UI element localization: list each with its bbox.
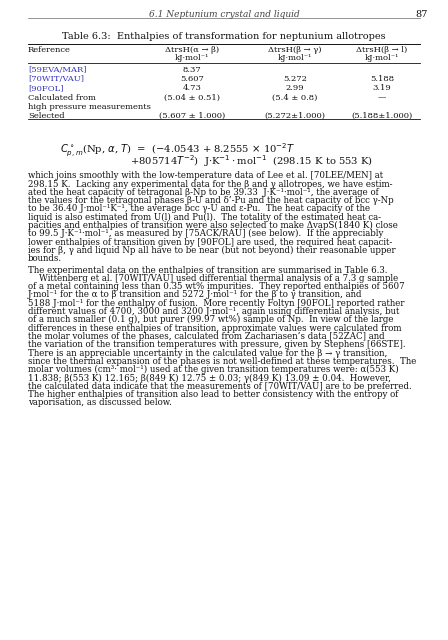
Text: (5.188±1.000): (5.188±1.000) [351,112,413,120]
Text: the calculated data indicate that the measurements of [70WIT/VAU] are to be pref: the calculated data indicate that the me… [28,381,412,390]
Text: (5.272±1.000): (5.272±1.000) [264,112,326,120]
Text: 5.607: 5.607 [180,76,204,83]
Text: (5.4 ± 0.8): (5.4 ± 0.8) [272,93,318,102]
Text: vaporisation, as discussed below.: vaporisation, as discussed below. [28,398,172,407]
Text: [70WIT/VAU]: [70WIT/VAU] [28,76,84,83]
Text: liquid is also estimated from U(l) and Pu(l).  The totality of the estimated hea: liquid is also estimated from U(l) and P… [28,212,381,222]
Text: Wittenberg et al. [70WIT/VAU] used differential thermal analysis of a 7.3 g samp: Wittenberg et al. [70WIT/VAU] used diffe… [28,274,398,283]
Text: 11.838; β(553 K) 12.165; β(849 K) 12.75 ± 0.03; γ(849 K) 13.09 ± 0.04.  However,: 11.838; β(553 K) 12.165; β(849 K) 12.75 … [28,373,391,383]
Text: (5.04 ± 0.51): (5.04 ± 0.51) [164,93,220,102]
Text: Table 6.3:  Enthalpies of transformation for neptunium allotropes: Table 6.3: Enthalpies of transformation … [62,32,386,41]
Text: lower enthalpies of transition given by [90FOL] are used, the required heat capa: lower enthalpies of transition given by … [28,237,392,246]
Text: high pressure measurements: high pressure measurements [28,103,151,111]
Text: molar volumes (cm³· mol⁻¹) used at the given transition temperatures were: α(553: molar volumes (cm³· mol⁻¹) used at the g… [28,365,399,374]
Text: The higher enthalpies of transition also lead to better consistency with the ent: The higher enthalpies of transition also… [28,390,398,399]
Text: kJ·mol⁻¹: kJ·mol⁻¹ [278,54,312,62]
Text: Selected: Selected [28,112,65,120]
Text: 6.1 Neptunium crystal and liquid: 6.1 Neptunium crystal and liquid [149,10,299,19]
Text: Calculated from: Calculated from [28,93,96,102]
Text: $C^\circ_{p,m}$(Np, $\alpha$, $T$)  =  ($-$4.0543 + 8.2555 $\times$ 10$^{-2}$$T$: $C^\circ_{p,m}$(Np, $\alpha$, $T$) = ($-… [60,141,295,159]
Text: bounds.: bounds. [28,254,62,263]
Text: to be 36.40 J·mol⁻¹K⁻¹, the average bcc γ-U and ε-Pu.  The heat capacity of the: to be 36.40 J·mol⁻¹K⁻¹, the average bcc … [28,204,370,213]
Text: ΔtrsH(α → β): ΔtrsH(α → β) [165,46,219,54]
Text: 5.188: 5.188 [370,76,394,83]
Text: 2.99: 2.99 [286,84,304,92]
Text: which joins smoothly with the low-temperature data of Lee et al. [70LEE/MEN] at: which joins smoothly with the low-temper… [28,172,383,180]
Text: +805714$T^{-2}$)  J$\cdot$K$^{-1}\cdot$mol$^{-1}$  (298.15 K to 553 K): +805714$T^{-2}$) J$\cdot$K$^{-1}\cdot$mo… [130,153,373,169]
Text: the variation of the transition temperatures with pressure, given by Stephens [6: the variation of the transition temperat… [28,340,405,349]
Text: [90FOL]: [90FOL] [28,84,64,92]
Text: 298.15 K.  Lacking any experimental data for the β and γ allotropes, we have est: 298.15 K. Lacking any experimental data … [28,179,392,189]
Text: kJ·mol⁻¹: kJ·mol⁻¹ [365,54,399,62]
Text: ΔtrsH(β → l): ΔtrsH(β → l) [356,46,408,54]
Text: pacities and enthalpies of transition were also selected to make ΔvapS(1840 K) c: pacities and enthalpies of transition we… [28,221,398,230]
Text: (5.607 ± 1.000): (5.607 ± 1.000) [159,112,225,120]
Text: ies for β, γ and liquid Np all have to be near (but not beyond) their reasonable: ies for β, γ and liquid Np all have to b… [28,246,396,255]
Text: 87: 87 [416,10,428,19]
Text: There is an appreciable uncertainty in the calculated value for the β → γ transi: There is an appreciable uncertainty in t… [28,349,388,358]
Text: 3.19: 3.19 [373,84,392,92]
Text: of a much smaller (0.1 g), but purer (99.97 wt%) sample of Np.  In view of the l: of a much smaller (0.1 g), but purer (99… [28,316,393,324]
Text: 5.272: 5.272 [283,76,307,83]
Text: ated the heat capacity of tetragonal β-Np to be 39.33  J·K⁻¹·mol⁻¹, the average : ated the heat capacity of tetragonal β-N… [28,188,379,197]
Text: —: — [378,93,386,102]
Text: the values for the tetragonal phases β-U and δ’-Pu and the heat capacity of bcc : the values for the tetragonal phases β-U… [28,196,394,205]
Text: 4.73: 4.73 [183,84,202,92]
Text: J·mol⁻¹ for the α to β transition and 5272 J·mol⁻¹ for the β to γ transition, an: J·mol⁻¹ for the α to β transition and 52… [28,291,362,300]
Text: different values of 4700, 3000 and 3200 J·mol⁻¹, again using differential analys: different values of 4700, 3000 and 3200 … [28,307,399,316]
Text: 8.37: 8.37 [183,66,201,74]
Text: differences in these enthalpies of transition, approximate values were calculate: differences in these enthalpies of trans… [28,324,401,333]
Text: [59EVA/MAR]: [59EVA/MAR] [28,66,86,74]
Text: since the thermal expansion of the phases is not well-defined at these temperatu: since the thermal expansion of the phase… [28,357,416,366]
Text: ΔtrsH(β → γ): ΔtrsH(β → γ) [268,46,322,54]
Text: to 99.5 J·K⁻¹·mol⁻¹, as measured by [75ACK/RAU] (see below).  If the appreciably: to 99.5 J·K⁻¹·mol⁻¹, as measured by [75A… [28,229,383,239]
Text: of a metal containing less than 0.35 wt% impurities.  They reported enthalpies o: of a metal containing less than 0.35 wt%… [28,282,405,291]
Text: The experimental data on the enthalpies of transition are summarised in Table 6.: The experimental data on the enthalpies … [28,266,388,275]
Text: 5188 J·mol⁻¹ for the enthalpy of fusion.  More recently Foltyn [90FOL] reported : 5188 J·mol⁻¹ for the enthalpy of fusion.… [28,299,405,308]
Text: the molar volumes of the phases, calculated from Zachariasen’s data [52ZAC] and: the molar volumes of the phases, calcula… [28,332,385,341]
Text: kJ·mol⁻¹: kJ·mol⁻¹ [175,54,209,62]
Text: Reference: Reference [28,46,71,54]
